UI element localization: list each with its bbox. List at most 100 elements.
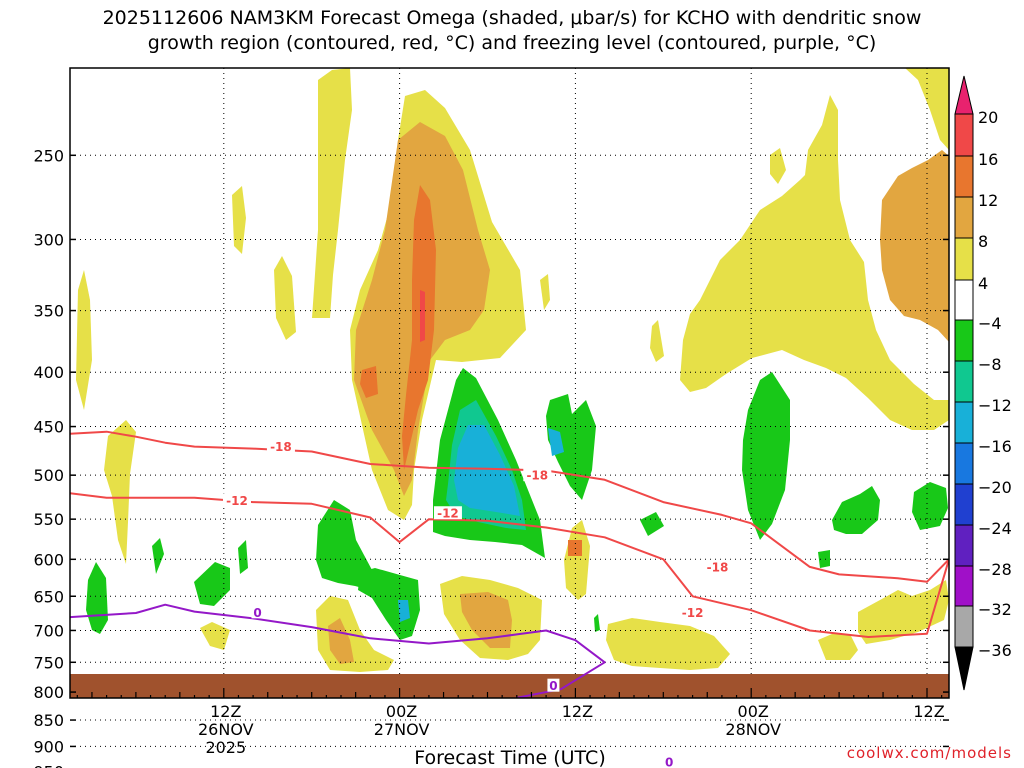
omega-region-24: [232, 186, 246, 254]
omega-region-27: [104, 420, 136, 564]
colorbar-band-12: [954, 565, 974, 607]
omega-region-16: [152, 538, 164, 574]
colorbar-band-3: [954, 196, 974, 239]
colorbar-label-4: 4: [978, 274, 988, 293]
contour-label-bg-7: [547, 678, 560, 692]
x-tick-label-h42-1: 28NOV: [725, 720, 781, 739]
colorbar-label-7: −12: [978, 396, 1012, 415]
colorbar-label-10: −24: [978, 519, 1012, 538]
colorbar-band-8: [954, 401, 974, 444]
colorbar-label-11: −28: [978, 560, 1012, 579]
colorbar-bottom-arrow: [954, 646, 974, 691]
y-axis: 250 300 350 400 450 500 550 600 650 700 750 800 850 9…: [33, 146, 949, 768]
contour-label-7: 0: [549, 679, 557, 693]
contour-label-1: -12: [226, 494, 248, 508]
y-tick-label-650: 650: [33, 587, 64, 606]
y-tick-label-900: 900: [33, 737, 64, 756]
omega-region-31: [650, 320, 664, 362]
contour-line-minus12-1: [70, 492, 949, 638]
omega-region-13: [398, 600, 410, 622]
omega-region-11: [316, 500, 372, 590]
omega-region-17: [238, 540, 248, 574]
colorbar-band-6: [954, 319, 974, 362]
colorbar-band-10: [954, 483, 974, 526]
contour-line-minus18-0: [70, 430, 949, 583]
y-tick-label-250: 250: [33, 146, 64, 165]
omega-region-12: [358, 568, 420, 640]
contour-label-bg-6: [251, 605, 264, 619]
colorbar-band-1: [954, 113, 974, 157]
grid-lines: [70, 68, 949, 747]
y-tick-label-350: 350: [33, 302, 64, 321]
omega-region-4: [360, 366, 378, 398]
x-axis-label: Forecast Time (UTC): [414, 747, 605, 768]
omega-region-19: [832, 486, 880, 534]
chart-title-line1: 2025112606 NAM3KM Forecast Omega (shaded…: [103, 7, 922, 29]
colorbar-band-4: [954, 237, 974, 281]
contour-line-0-2: [70, 603, 606, 698]
colorbar-band-13: [954, 605, 974, 648]
colorbar: 20 16 12 8 4 −4 −8 −12 −16 −20 −24 −28 −32 −36: [954, 75, 1012, 691]
x-tick-label-h18-1: 27NOV: [374, 720, 430, 739]
y-tick-label-450: 450: [33, 418, 64, 437]
colorbar-label-9: −20: [978, 478, 1012, 497]
omega-region-8: [454, 425, 520, 516]
contour-labels: -18 -12 -18 -12 -18 -12 0 0 0: [222, 439, 732, 768]
y-tick-label-750: 750: [33, 653, 64, 672]
omega-region-41: [770, 148, 786, 184]
contour-label-8: 0: [665, 756, 673, 768]
contour-label-bg-3: [433, 506, 462, 520]
omega-region-0: [312, 68, 352, 318]
y-tick-label-300: 300: [33, 230, 64, 249]
colorbar-label-12: −32: [978, 600, 1012, 619]
omega-region-23: [594, 614, 600, 632]
contour-label-4: -18: [707, 560, 729, 574]
colorbar-label-13: −36: [978, 641, 1012, 660]
omega-region-37: [200, 622, 230, 650]
colorbar-label-8: −16: [978, 437, 1012, 456]
colorbar-band-9: [954, 442, 974, 485]
colorbar-label-1: 16: [978, 150, 998, 169]
x-tick-label-h6-0: 12Z: [210, 702, 241, 721]
omega-region-10: [548, 428, 564, 456]
contour-label-3: -12: [437, 507, 459, 521]
colorbar-band-7: [954, 360, 974, 403]
y-tick-label-600: 600: [33, 550, 64, 569]
y-tick-label-850: 850: [33, 711, 64, 730]
omega-region-9: [546, 394, 596, 500]
contour-label-2: -18: [526, 469, 548, 483]
omega-region-33: [328, 618, 354, 664]
contour-label-bg-8: [663, 755, 676, 768]
x-tick-label-h6-1: 26NOV: [198, 720, 254, 739]
omega-region-38: [818, 634, 858, 660]
contour-label-5: -12: [682, 606, 704, 620]
contour-lines: [70, 430, 949, 698]
contour-label-bg-1: [222, 493, 251, 507]
colorbar-label-0: 20: [978, 108, 998, 127]
ground-terrain: [70, 674, 949, 698]
credit-text: coolwx.com/models: [847, 744, 1012, 762]
omega-region-35: [460, 592, 512, 648]
y-tick-label-400: 400: [33, 363, 64, 382]
contour-label-bg-0: [266, 439, 295, 453]
omega-region-25: [274, 256, 296, 340]
omega-region-3: [402, 185, 436, 470]
y-tick-label-950: 950: [33, 762, 64, 768]
x-tick-label-h18-0: 00Z: [386, 702, 417, 721]
y-tick-label-700: 700: [33, 621, 64, 640]
x-tick-label-h42-0: 00Z: [738, 702, 769, 721]
contour-label-0: -18: [270, 440, 292, 454]
chart-title-line2: growth region (contoured, red, °C) and f…: [148, 32, 877, 54]
colorbar-label-2: 12: [978, 191, 998, 210]
contour-label-6: 0: [253, 606, 261, 620]
colorbar-label-5: −4: [978, 314, 1002, 333]
x-tick-label-h30-0: 12Z: [562, 702, 593, 721]
omega-region-20: [912, 482, 948, 530]
x-tick-label-h6-2: 2025: [205, 738, 246, 757]
colorbar-band-2: [954, 155, 974, 198]
omega-region-18: [742, 372, 790, 540]
contour-label-bg-5: [678, 605, 707, 619]
colorbar-label-6: −8: [978, 355, 1002, 374]
x-tick-label-h54-0: 12Z: [913, 702, 944, 721]
ground-band: [70, 674, 949, 698]
